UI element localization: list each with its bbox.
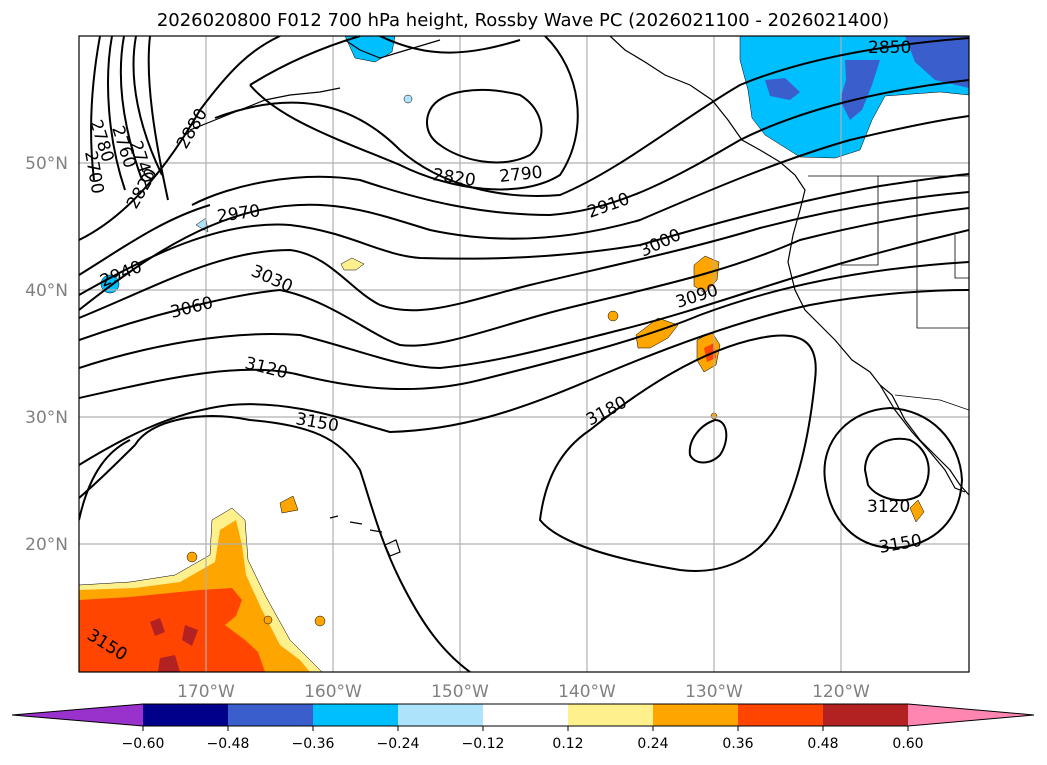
state-border-2 — [916, 180, 969, 329]
positive-anomaly-hawaii-north — [279, 495, 299, 514]
contour-2760 — [119, 36, 143, 181]
contour-3090 — [79, 229, 969, 370]
lon-label-160w: 160°W — [304, 682, 362, 702]
contour-2850 — [214, 37, 969, 197]
north-america-coast — [609, 36, 969, 496]
colorbar-segment — [568, 704, 653, 726]
positive-anomaly-135w — [635, 317, 679, 349]
longitude-labels: 170°W 160°W 150°W 140°W 130°W 120°W — [177, 682, 870, 702]
contour-3000 — [79, 173, 969, 296]
positive-anomaly-mexico — [909, 499, 925, 523]
positive-anomaly-130w-north — [693, 255, 720, 294]
contour-3180-inner — [688, 418, 728, 464]
deep-positive-anomaly-southwest — [150, 618, 198, 672]
colorbar-tick-label: 0.60 — [892, 736, 923, 752]
colorbar-tick-label: −0.24 — [377, 736, 420, 752]
contour-2700 — [90, 36, 101, 181]
positive-anomaly-160w — [340, 257, 365, 271]
contour-2880 — [79, 36, 281, 241]
lon-label-170w: 170°W — [177, 682, 235, 702]
contour-3180 — [538, 334, 817, 572]
colorbar-segment — [228, 704, 313, 726]
us-mexico-border — [894, 394, 969, 411]
contour-label-2790: 2790 — [498, 163, 543, 187]
colorbar-segment — [313, 704, 398, 726]
contour-2780 — [132, 36, 163, 176]
colorbar-tick-label: −0.36 — [292, 736, 335, 752]
positive-spot-1 — [607, 310, 619, 322]
strong-positive-anomaly-southwest — [79, 588, 265, 672]
state-border-3 — [954, 235, 969, 279]
height-contours — [79, 36, 969, 672]
map-area: 2780 2760 2740 2700 2880 2820 2790 2820 … — [79, 36, 969, 672]
hawaii-islands — [329, 515, 401, 557]
contour-3150-low — [823, 406, 964, 550]
shaded-anomalies — [79, 36, 969, 672]
colorbar-segment — [398, 704, 483, 726]
map-frame — [78, 35, 970, 673]
contour-label-2850: 2850 — [868, 38, 911, 58]
colorbar-tick-label: −0.60 — [122, 736, 165, 752]
colorbar-tick-label: 0.48 — [807, 736, 838, 752]
lat-label-40n: 40°N — [25, 281, 68, 301]
contour-3150-sw — [79, 439, 131, 521]
lat-label-50n: 50°N — [25, 154, 68, 174]
gridlines — [79, 36, 969, 672]
lon-label-120w: 120°W — [812, 682, 870, 702]
contour-2740 — [107, 36, 126, 191]
contour-3150 — [79, 289, 969, 466]
contour-label-3120-low: 3120 — [867, 497, 910, 517]
colorbar-tick-label: −0.12 — [462, 736, 505, 752]
colorbar-tick-label: 0.24 — [637, 736, 668, 752]
contour-2970 — [79, 115, 969, 311]
colorbar-extend-left — [12, 704, 143, 726]
colorbar-tick-label: 0.12 — [552, 736, 583, 752]
contour-2790-low — [426, 89, 543, 164]
colorbar-tick-label: 0.36 — [722, 736, 753, 752]
contour-3120-low — [863, 437, 930, 502]
colorbar-extend-right — [908, 704, 1034, 726]
lon-label-140w: 140°W — [558, 682, 616, 702]
negative-spot-150w — [403, 94, 413, 104]
colorbar-tick-label: −0.48 — [207, 736, 250, 752]
strong-negative-anomaly-northeast — [765, 36, 969, 120]
colorbar-segment — [653, 704, 738, 726]
colorbar-segment — [483, 704, 568, 726]
baja-coast — [879, 384, 966, 493]
strong-positive-anomaly-130w — [704, 343, 716, 362]
positive-spot-3 — [314, 615, 326, 627]
contour-2820-west — [147, 36, 169, 201]
latitude-labels: 50°N 40°N 30°N 20°N — [25, 154, 68, 555]
positive-spot-4 — [263, 615, 273, 625]
contour-3060 — [79, 207, 969, 347]
contour-3120 — [79, 261, 969, 399]
colorbar-segment — [823, 704, 908, 726]
state-border-1 — [841, 176, 879, 266]
lon-label-150w: 150°W — [431, 682, 489, 702]
lon-label-130w: 130°W — [685, 682, 743, 702]
figure-title: 2026020800 F012 700 hPa height, Rossby W… — [157, 10, 889, 31]
contour-3180-ridge — [79, 415, 471, 672]
lat-label-20n: 20°N — [25, 535, 68, 555]
coastlines — [189, 36, 969, 557]
colorbar-segment — [738, 704, 823, 726]
contour-3030 — [79, 191, 969, 319]
contour-2940 — [79, 204, 211, 276]
colorbar-segment — [143, 704, 228, 726]
lat-label-30n: 30°N — [25, 408, 68, 428]
contour-2910 — [191, 79, 969, 217]
colorbar: −0.60 −0.48 −0.36 −0.24 −0.12 0.12 0.24 0.36 0.4… — [11, 703, 1035, 752]
positive-spot-2 — [186, 551, 198, 563]
